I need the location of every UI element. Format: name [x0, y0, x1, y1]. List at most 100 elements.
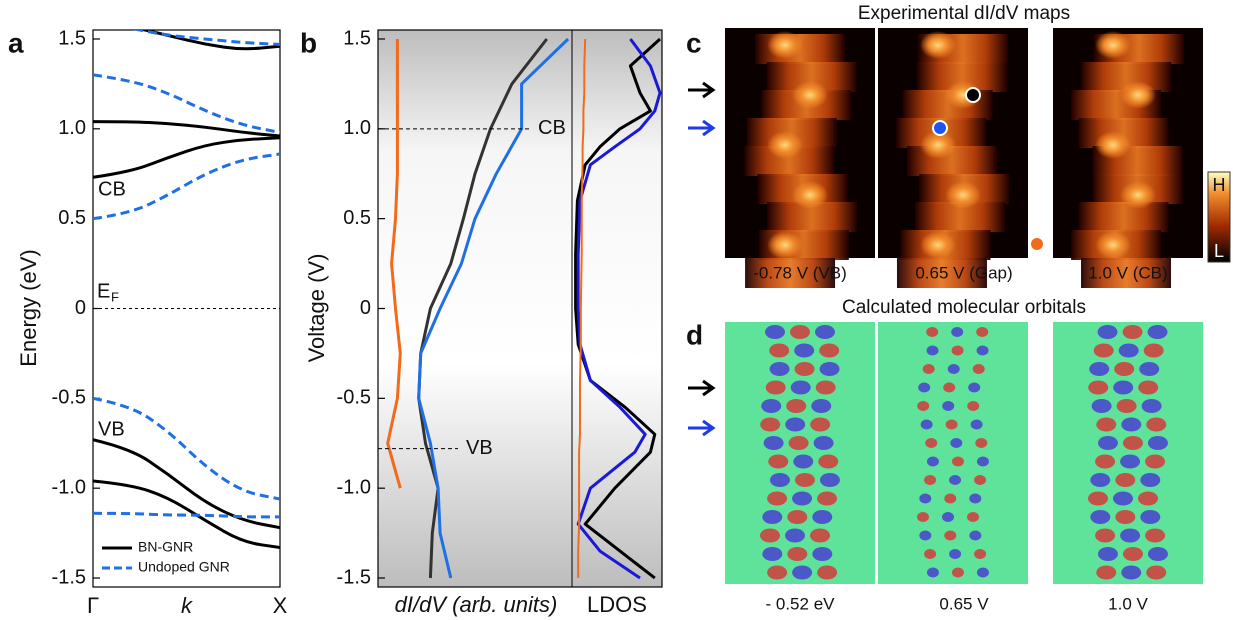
- orbital-lobe: [760, 528, 781, 543]
- orbital-lobe: [951, 456, 964, 467]
- orbital-lobe: [1140, 510, 1161, 524]
- orbital-lobe: [762, 547, 783, 561]
- stm-blob: [767, 231, 803, 259]
- orbital-lobe: [1118, 343, 1139, 358]
- y-tick-label: 1.0: [58, 117, 86, 139]
- orbital-lobe: [944, 493, 957, 504]
- orbital-lobe: [942, 512, 955, 522]
- orbital-lobe: [819, 343, 840, 358]
- orbital-lobe: [1147, 325, 1168, 339]
- orbital-lobe: [767, 491, 788, 506]
- orbital-lobe: [1138, 491, 1158, 506]
- orbital-lobe: [926, 456, 939, 467]
- orbital-lobe: [919, 493, 932, 504]
- colorbar-label: H: [1213, 175, 1226, 195]
- orbital-lobe: [793, 454, 814, 469]
- panel-label: a: [8, 27, 24, 58]
- stm-stripe: [745, 258, 836, 288]
- orbital-lobe: [950, 438, 963, 448]
- tip-position: [932, 120, 948, 136]
- orbital-lobe: [1147, 547, 1168, 561]
- orbital-lobe: [760, 417, 781, 432]
- orbital-lobe: [1147, 436, 1168, 450]
- y-axis-label: Voltage (V): [304, 254, 329, 363]
- y-tick-label: 1.5: [343, 27, 371, 49]
- arrows: [688, 81, 716, 437]
- stm-blob: [920, 231, 956, 259]
- map-caption: -0.78 V (VB): [753, 263, 847, 282]
- orbital-lobe: [1096, 417, 1117, 432]
- legend-label: Undoped GNR: [138, 559, 230, 575]
- orbital-lobe: [769, 362, 790, 376]
- y-tick-label: -1.5: [337, 566, 371, 588]
- orbital-lobe: [1088, 491, 1108, 506]
- orbital-lobe: [792, 565, 813, 580]
- y-tick-label: 1.0: [343, 117, 371, 139]
- orbital-lobe: [1139, 362, 1160, 376]
- orbital-lobe: [1115, 510, 1136, 524]
- spectrum-line: [576, 38, 662, 580]
- orbital-lobe: [926, 345, 939, 356]
- orbital-lobe: [1115, 473, 1136, 487]
- orbital-lobe: [1140, 473, 1161, 487]
- orbital-lobe: [1113, 491, 1133, 506]
- orbital-lobe: [969, 530, 982, 541]
- orbital-lobe: [1122, 325, 1143, 339]
- y-tick-label: -1.0: [52, 476, 86, 498]
- orbital-lobe: [1145, 528, 1166, 543]
- orbital-lobe: [788, 436, 809, 450]
- orbital-lobe: [792, 491, 813, 506]
- orbital-lobe: [812, 510, 833, 524]
- band-line: [93, 136, 280, 179]
- orbital-lobe: [1146, 417, 1167, 432]
- y-axis-label: Energy (eV): [16, 249, 41, 366]
- orbital-lobe: [1093, 343, 1114, 358]
- orbital-maps: [725, 322, 1203, 584]
- orbital-lobe: [972, 364, 985, 374]
- stm-blob: [1095, 31, 1131, 59]
- orbital-lobe: [817, 491, 838, 506]
- orbital-lobe: [787, 547, 808, 561]
- annotation: E: [97, 280, 110, 302]
- orbital-lobe: [786, 399, 807, 413]
- orbital-lobe: [922, 364, 935, 374]
- orbital-lobe: [1097, 325, 1118, 339]
- y-tick-label: -1.0: [337, 476, 371, 498]
- orbital-lobe: [926, 327, 939, 337]
- orbital-lobe: [812, 547, 833, 561]
- orbital-lobe: [815, 380, 836, 395]
- orbital-lobe: [810, 417, 831, 432]
- map-caption: 1.0 V (CB): [1088, 263, 1167, 282]
- background-shade: [378, 30, 572, 587]
- panel-title: Experimental dI/dV maps: [858, 3, 1070, 24]
- band-line: [131, 30, 280, 46]
- spectrum-line: [577, 38, 587, 578]
- orbital-lobe: [976, 345, 989, 356]
- orbital-lobe: [1146, 565, 1167, 580]
- orbital-lobe: [790, 380, 811, 395]
- orbital-lobe: [769, 473, 790, 487]
- orbital-lobe: [761, 399, 782, 413]
- orbital-lobe: [1120, 454, 1141, 469]
- tip-position: [1029, 236, 1045, 252]
- map-caption: 0.65 V (Gap): [915, 263, 1012, 282]
- band-line: [137, 30, 280, 51]
- y-tick-label: 0: [360, 297, 371, 319]
- orbital-map: [878, 322, 1028, 584]
- orbital-lobe: [949, 549, 962, 559]
- orbital-lobe: [924, 475, 937, 485]
- stm-blob: [792, 81, 828, 109]
- orbital-lobe: [817, 565, 838, 580]
- colorbar-label: L: [1214, 241, 1224, 261]
- orbital-lobe: [769, 343, 790, 358]
- orbital-lobe: [763, 436, 784, 450]
- orbital-lobe: [1114, 362, 1135, 376]
- orbital-map: [1053, 322, 1203, 584]
- panel-label: b: [300, 27, 317, 58]
- orbital-lobe: [785, 417, 806, 432]
- orbital-lobe: [924, 549, 937, 559]
- bands: [93, 30, 280, 549]
- orbital-lobe: [765, 325, 785, 339]
- orbital-lobe: [967, 512, 980, 522]
- orbital-lobe: [819, 473, 840, 487]
